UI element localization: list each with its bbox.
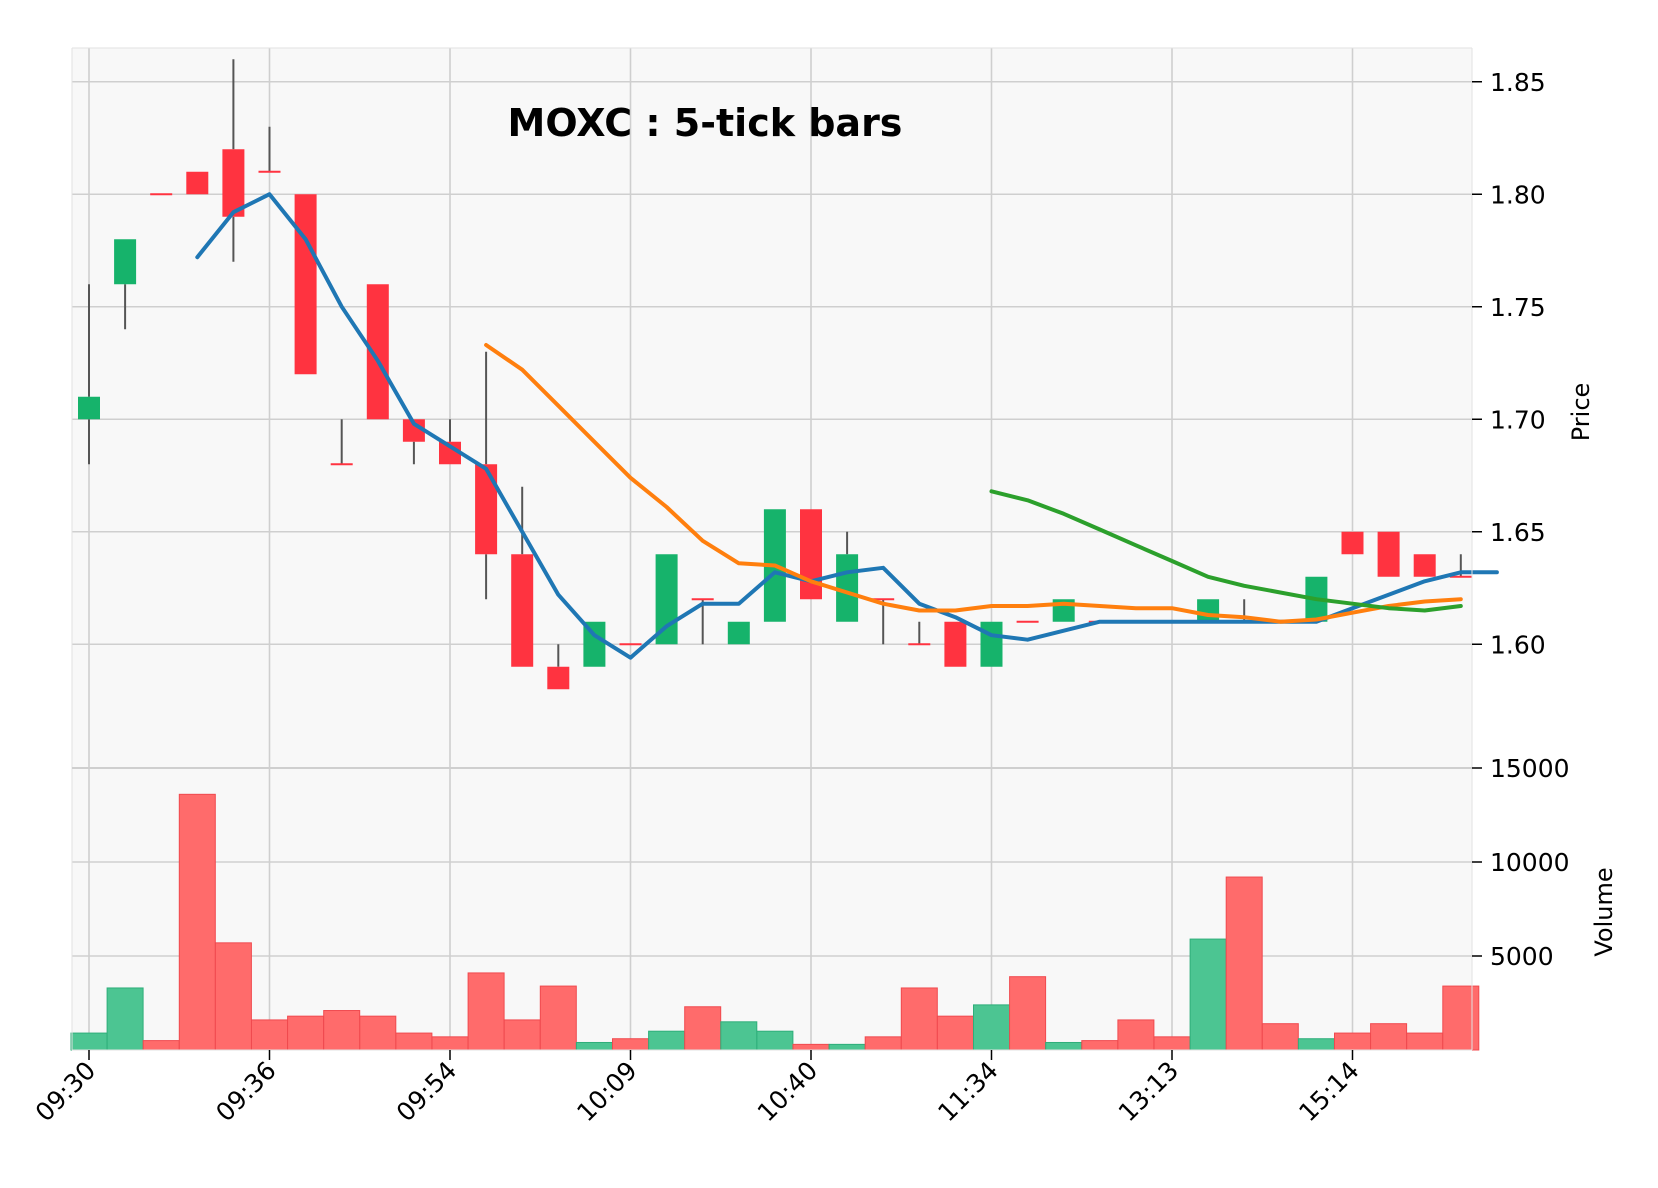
price-tick-label: 1.80 bbox=[1490, 180, 1546, 209]
price-tick-label: 1.65 bbox=[1490, 518, 1546, 547]
volume-bar bbox=[936, 1015, 974, 1051]
volume-bar bbox=[756, 1030, 794, 1051]
volume-bar bbox=[1334, 1032, 1371, 1051]
volume-bar bbox=[323, 1010, 361, 1051]
volume-bar bbox=[1370, 1023, 1408, 1051]
candle-down bbox=[1413, 554, 1436, 577]
time-tick-label: 09:54 bbox=[391, 1056, 462, 1127]
volume-tick-label: 15000 bbox=[1490, 754, 1570, 783]
volume-bar bbox=[684, 1006, 722, 1051]
candle-down bbox=[511, 554, 534, 667]
candle-down bbox=[1341, 531, 1364, 555]
volume-bar bbox=[828, 1043, 866, 1051]
volume-bar bbox=[1045, 1041, 1083, 1051]
moving-average-line bbox=[484, 343, 1463, 624]
candle-up bbox=[1197, 599, 1220, 622]
price-axis-label: Price bbox=[1567, 383, 1595, 442]
volume-bar bbox=[648, 1030, 686, 1051]
volume-bar bbox=[214, 942, 252, 1051]
volume-bar bbox=[1261, 1023, 1299, 1051]
time-tick-label: 11:34 bbox=[932, 1056, 1003, 1127]
candle-down bbox=[547, 666, 570, 690]
time-tick-label: 10:40 bbox=[752, 1056, 823, 1127]
volume-bar bbox=[1117, 1019, 1155, 1051]
volume-bar bbox=[1297, 1038, 1335, 1051]
volume-bar bbox=[720, 1021, 758, 1051]
volume-bar bbox=[539, 985, 577, 1051]
candle-down bbox=[475, 464, 498, 555]
volume-bar bbox=[178, 793, 216, 1051]
volume-bar bbox=[359, 1015, 397, 1051]
volume-bar bbox=[287, 1015, 325, 1051]
volume-bars bbox=[70, 793, 1480, 1051]
volume-bar bbox=[792, 1043, 830, 1051]
candle-down bbox=[944, 621, 967, 667]
volume-axis-label: Volume bbox=[1590, 867, 1618, 956]
price-tick-label: 1.85 bbox=[1490, 68, 1546, 97]
candle-down bbox=[222, 149, 245, 217]
volume-bar bbox=[142, 1040, 180, 1051]
moving-average-lines bbox=[195, 192, 1499, 660]
price-tick-label: 1.70 bbox=[1490, 405, 1546, 434]
time-tick-label: 09:36 bbox=[210, 1056, 281, 1127]
volume-bar bbox=[251, 1019, 288, 1051]
price-tick-label: 1.60 bbox=[1490, 630, 1546, 659]
volume-bar bbox=[973, 1004, 1010, 1051]
price-tick-label: 1.75 bbox=[1490, 293, 1546, 322]
volume-bar bbox=[395, 1032, 433, 1051]
candle-up bbox=[980, 621, 1003, 667]
candle-up bbox=[836, 554, 859, 622]
candle-up bbox=[727, 621, 750, 645]
time-tick-label: 10:09 bbox=[571, 1056, 642, 1127]
candle-down bbox=[186, 171, 209, 195]
volume-tick-label: 10000 bbox=[1490, 848, 1570, 877]
axes bbox=[71, 47, 1473, 1051]
price-panel-background bbox=[72, 48, 1472, 768]
candle-up bbox=[114, 239, 137, 285]
volume-bar bbox=[106, 987, 144, 1051]
volume-tick-label: 5000 bbox=[1490, 942, 1554, 971]
volume-bar bbox=[1153, 1036, 1191, 1051]
volume-bar bbox=[467, 972, 505, 1051]
volume-bar bbox=[575, 1041, 613, 1051]
volume-bar bbox=[1189, 938, 1227, 1051]
volume-bar bbox=[864, 1036, 902, 1051]
candle-up bbox=[583, 621, 606, 667]
candle-down bbox=[1377, 531, 1400, 577]
moving-average-line bbox=[989, 489, 1463, 613]
time-tick-label: 09:30 bbox=[30, 1056, 101, 1127]
chart-title: MOXC : 5-tick bars bbox=[508, 101, 903, 145]
candle-up bbox=[78, 396, 100, 420]
time-tick-label: 15:14 bbox=[1293, 1056, 1364, 1127]
volume-bar bbox=[1081, 1040, 1119, 1051]
candle-down bbox=[294, 194, 317, 375]
volume-bar bbox=[1442, 985, 1480, 1051]
volume-bar bbox=[1009, 976, 1047, 1051]
candle-down bbox=[366, 284, 389, 420]
volume-bar bbox=[431, 1036, 469, 1051]
volume-bar bbox=[1225, 876, 1263, 1051]
volume-bar bbox=[900, 987, 938, 1051]
volume-bar bbox=[70, 1032, 108, 1051]
volume-bar bbox=[612, 1038, 649, 1051]
volume-bar bbox=[1406, 1032, 1444, 1051]
volume-bar bbox=[503, 1019, 541, 1051]
time-tick-label: 13:13 bbox=[1113, 1056, 1184, 1127]
